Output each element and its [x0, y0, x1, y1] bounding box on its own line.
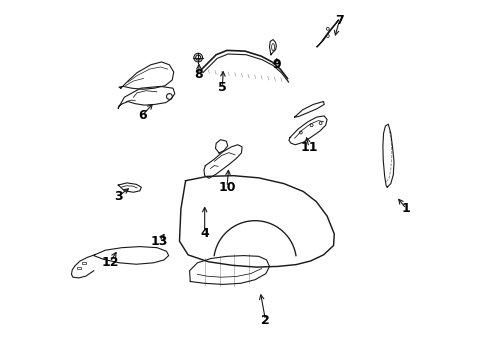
Text: 8: 8: [195, 68, 203, 81]
Text: 10: 10: [218, 181, 236, 194]
Text: 11: 11: [300, 141, 318, 154]
Text: 13: 13: [150, 235, 168, 248]
Polygon shape: [289, 116, 327, 145]
Text: 3: 3: [114, 190, 122, 203]
Polygon shape: [118, 86, 175, 108]
Polygon shape: [383, 124, 394, 187]
Polygon shape: [179, 176, 334, 267]
Polygon shape: [119, 62, 174, 89]
Text: 2: 2: [261, 314, 270, 327]
Text: 1: 1: [402, 202, 411, 215]
Polygon shape: [118, 183, 141, 192]
Text: 12: 12: [101, 256, 119, 269]
Text: 9: 9: [272, 58, 281, 71]
Polygon shape: [190, 256, 270, 284]
Polygon shape: [216, 140, 228, 153]
Polygon shape: [317, 20, 339, 47]
Text: 4: 4: [200, 227, 209, 240]
Polygon shape: [204, 145, 242, 178]
Polygon shape: [94, 247, 169, 264]
Polygon shape: [270, 40, 276, 55]
Text: 5: 5: [218, 81, 227, 94]
Text: 7: 7: [335, 14, 343, 27]
Text: 6: 6: [138, 109, 147, 122]
Polygon shape: [294, 102, 324, 117]
